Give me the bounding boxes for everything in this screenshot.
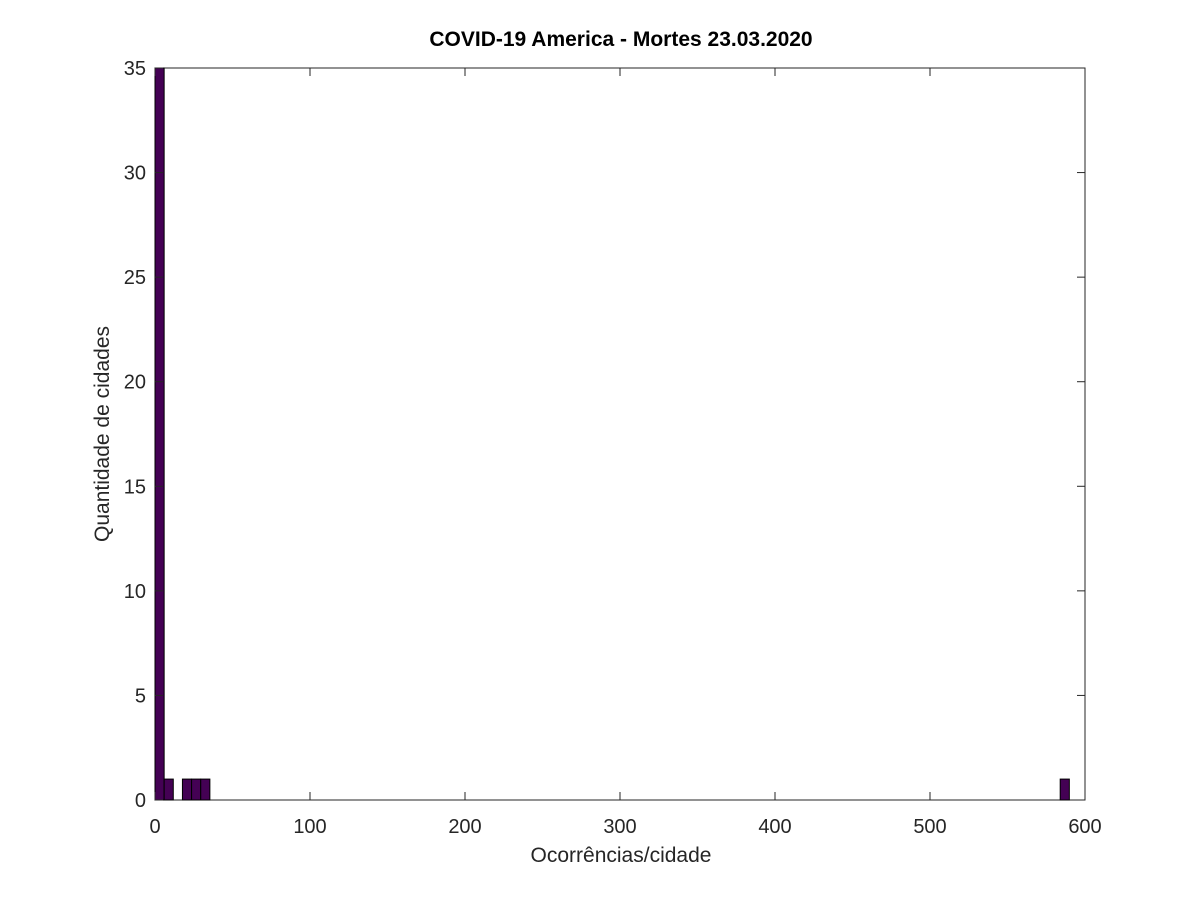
- y-tick-label: 10: [124, 581, 146, 603]
- x-axis-label: Ocorrências/cidade: [531, 844, 712, 867]
- histogram-bar: [191, 778, 202, 801]
- plot-area: [154, 67, 1086, 801]
- histogram-bar: [181, 778, 193, 801]
- y-axis-label: Quantidade de cidades: [91, 326, 114, 542]
- y-tick-label: 5: [135, 685, 146, 707]
- histogram-bar: [163, 778, 174, 801]
- y-tick-label: 30: [124, 163, 146, 185]
- y-tick-label: 0: [135, 790, 146, 812]
- y-tick-label: 15: [124, 476, 146, 498]
- histogram-bar: [1059, 778, 1070, 801]
- x-tick-label: 0: [149, 816, 160, 838]
- y-axis: 0 5 10 15 20 25 30 35: [124, 58, 1085, 812]
- y-tick-label: 20: [124, 372, 146, 394]
- x-tick-label: 300: [603, 816, 636, 838]
- x-tick-label: 400: [758, 816, 791, 838]
- x-tick-label: 200: [448, 816, 481, 838]
- bars-group: [154, 67, 1070, 801]
- y-tick-label: 35: [124, 58, 146, 80]
- x-tick-label: 500: [913, 816, 946, 838]
- x-tick-label: 600: [1068, 816, 1101, 838]
- x-tick-label: 100: [293, 816, 326, 838]
- chart-title: COVID-19 America - Mortes 23.03.2020: [429, 28, 812, 51]
- histogram-bar: [154, 67, 165, 801]
- histogram-bar: [200, 778, 211, 801]
- y-tick-label: 25: [124, 267, 146, 289]
- x-axis: 0 100 200 300 400 500 600: [149, 68, 1102, 838]
